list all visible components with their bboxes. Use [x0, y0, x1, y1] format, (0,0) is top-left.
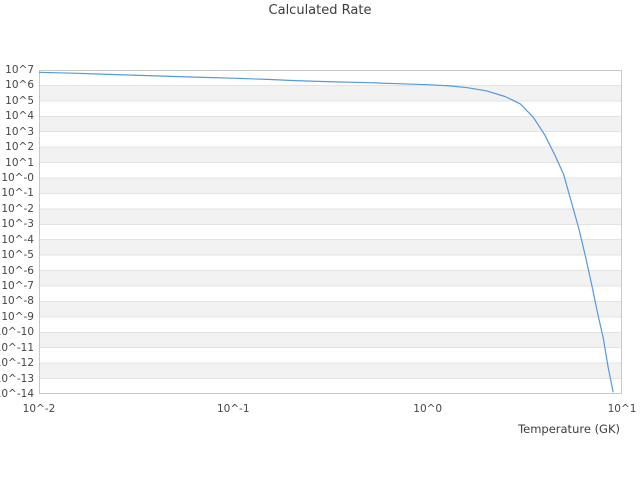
decade-band: [39, 208, 622, 225]
decade-band: [39, 239, 622, 256]
rate-curve: [39, 71, 614, 393]
decade-band: [39, 270, 622, 287]
y-tick-label: 10^-6: [1, 264, 34, 277]
y-tick-label: 10^5: [5, 94, 34, 107]
y-tick-label: 10^2: [5, 141, 34, 154]
decade-band: [39, 378, 622, 394]
x-tick-label: 10^0: [413, 403, 443, 415]
decade-band: [39, 255, 622, 272]
decade-band: [39, 347, 622, 364]
chart-title: Calculated Rate: [268, 3, 372, 18]
y-tick-label: 10^-4: [1, 233, 34, 246]
y-tick-label: 10^-2: [1, 202, 34, 215]
decade-band: [39, 147, 622, 164]
decade-band: [39, 131, 622, 148]
y-tick-label: 10^1: [5, 156, 34, 169]
decade-band: [39, 363, 622, 380]
y-tick-label: 10^-0: [1, 172, 34, 184]
y-tick-label: 10^-1: [1, 187, 34, 200]
y-tick-label: 10^-11: [0, 341, 34, 354]
y-tick-label: 10^7: [5, 64, 34, 76]
y-tick-label: 10^-5: [1, 249, 34, 262]
y-tick-label: 10^-14: [0, 388, 34, 400]
decade-band: [39, 85, 622, 102]
y-tick-label: 10^6: [5, 79, 34, 92]
decade-band: [39, 178, 622, 194]
y-tick-label: 10^-3: [1, 218, 34, 231]
plot-border: [39, 70, 622, 394]
decade-band: [39, 224, 622, 241]
y-tick-label: 10^-8: [1, 295, 34, 308]
y-tick-label: 10^3: [5, 125, 34, 138]
decade-band: [39, 286, 622, 302]
y-tick-label: 10^4: [5, 110, 34, 123]
decade-band: [39, 70, 622, 86]
decade-band: [39, 116, 622, 133]
x-tick-label: 10^-1: [216, 403, 250, 415]
x-tick-label: 10^-2: [22, 403, 56, 415]
y-tick-label: 10^-13: [0, 372, 34, 385]
decade-band: [39, 316, 622, 333]
decade-band: [39, 100, 622, 117]
y-tick-label: 10^-7: [1, 280, 34, 292]
plot-area: [39, 70, 622, 394]
y-tick-label: 10^-9: [1, 310, 34, 323]
decade-band: [39, 332, 622, 349]
x-tick-label: 10^1: [607, 403, 637, 415]
rate-chart-svg: [39, 70, 622, 394]
x-axis-title: Temperature (GK): [518, 422, 620, 436]
decade-band: [39, 301, 622, 318]
decade-band: [39, 162, 622, 179]
y-tick-label: 10^-12: [0, 357, 34, 370]
decade-band: [39, 193, 622, 210]
y-tick-label: 10^-10: [0, 326, 34, 339]
